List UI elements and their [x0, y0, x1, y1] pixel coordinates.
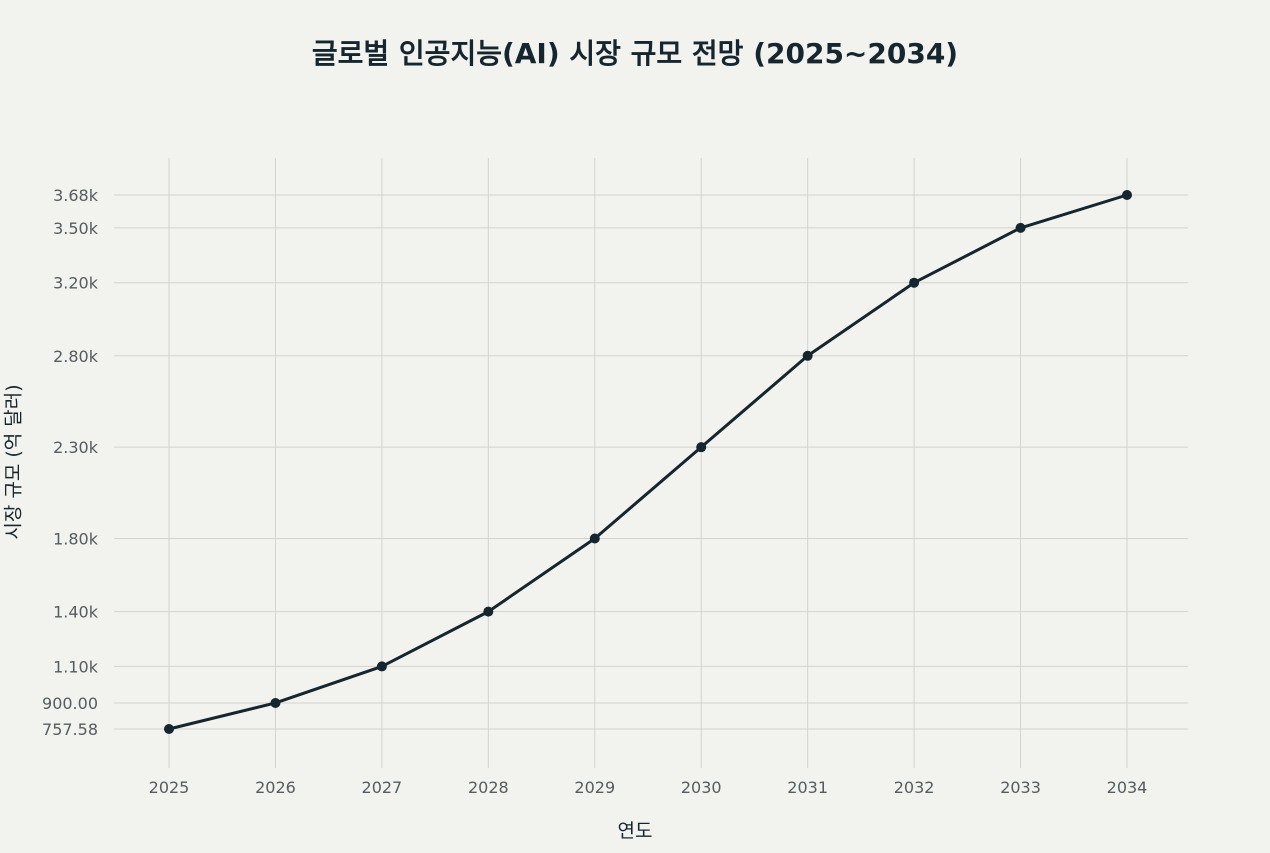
y-tick-label: 3.20k [53, 274, 99, 293]
x-tick-label: 2030 [681, 778, 722, 797]
y-tick-label: 1.80k [53, 530, 99, 549]
series-group [164, 190, 1132, 734]
chart-title: 글로벌 인공지능(AI) 시장 규모 전망 (2025~2034) [311, 37, 959, 70]
x-tick-label: 2032 [894, 778, 935, 797]
data-point[interactable] [1122, 190, 1132, 200]
y-tick-label: 3.68k [53, 186, 99, 205]
y-tick-label: 1.10k [53, 657, 99, 676]
y-tick-label: 2.30k [53, 438, 99, 457]
x-tick-label: 2028 [468, 778, 509, 797]
data-point[interactable] [376, 661, 387, 672]
x-tick-label: 2025 [149, 778, 190, 797]
series-line [167, 193, 1129, 731]
y-tick-label: 757.58 [42, 720, 98, 739]
data-point[interactable] [270, 697, 281, 708]
data-point[interactable] [696, 442, 707, 453]
y-axis-ticks: 757.58 900.00 1.10k 1.40k 1.80k 2.30k 2.80k 3.2… [42, 186, 99, 739]
x-tick-label: 2027 [362, 778, 403, 797]
x-tick-label: 2033 [1000, 778, 1041, 797]
y-axis-label: 시장 규모 (억 달러) [2, 384, 25, 540]
y-tick-label: 3.50k [53, 219, 99, 238]
x-tick-label: 2029 [574, 778, 615, 797]
data-point[interactable] [164, 724, 174, 734]
x-axis-ticks: 2025 2026 2027 2028 2029 2030 2031 2032 2033 2034 [149, 778, 1148, 797]
x-axis-label: 연도 [617, 820, 653, 842]
y-tick-label: 900.00 [42, 694, 98, 713]
data-point[interactable] [483, 606, 494, 617]
data-point[interactable] [802, 350, 813, 361]
x-tick-label: 2034 [1107, 778, 1148, 797]
y-tick-label: 1.40k [53, 603, 99, 622]
data-point[interactable] [589, 533, 600, 544]
x-gridlines [168, 158, 1128, 768]
x-tick-label: 2031 [787, 778, 828, 797]
data-point[interactable] [909, 277, 920, 288]
x-tick-label: 2026 [255, 778, 296, 797]
data-point[interactable] [1015, 222, 1026, 233]
y-gridlines [114, 194, 1188, 730]
y-tick-label: 2.80k [53, 347, 99, 366]
